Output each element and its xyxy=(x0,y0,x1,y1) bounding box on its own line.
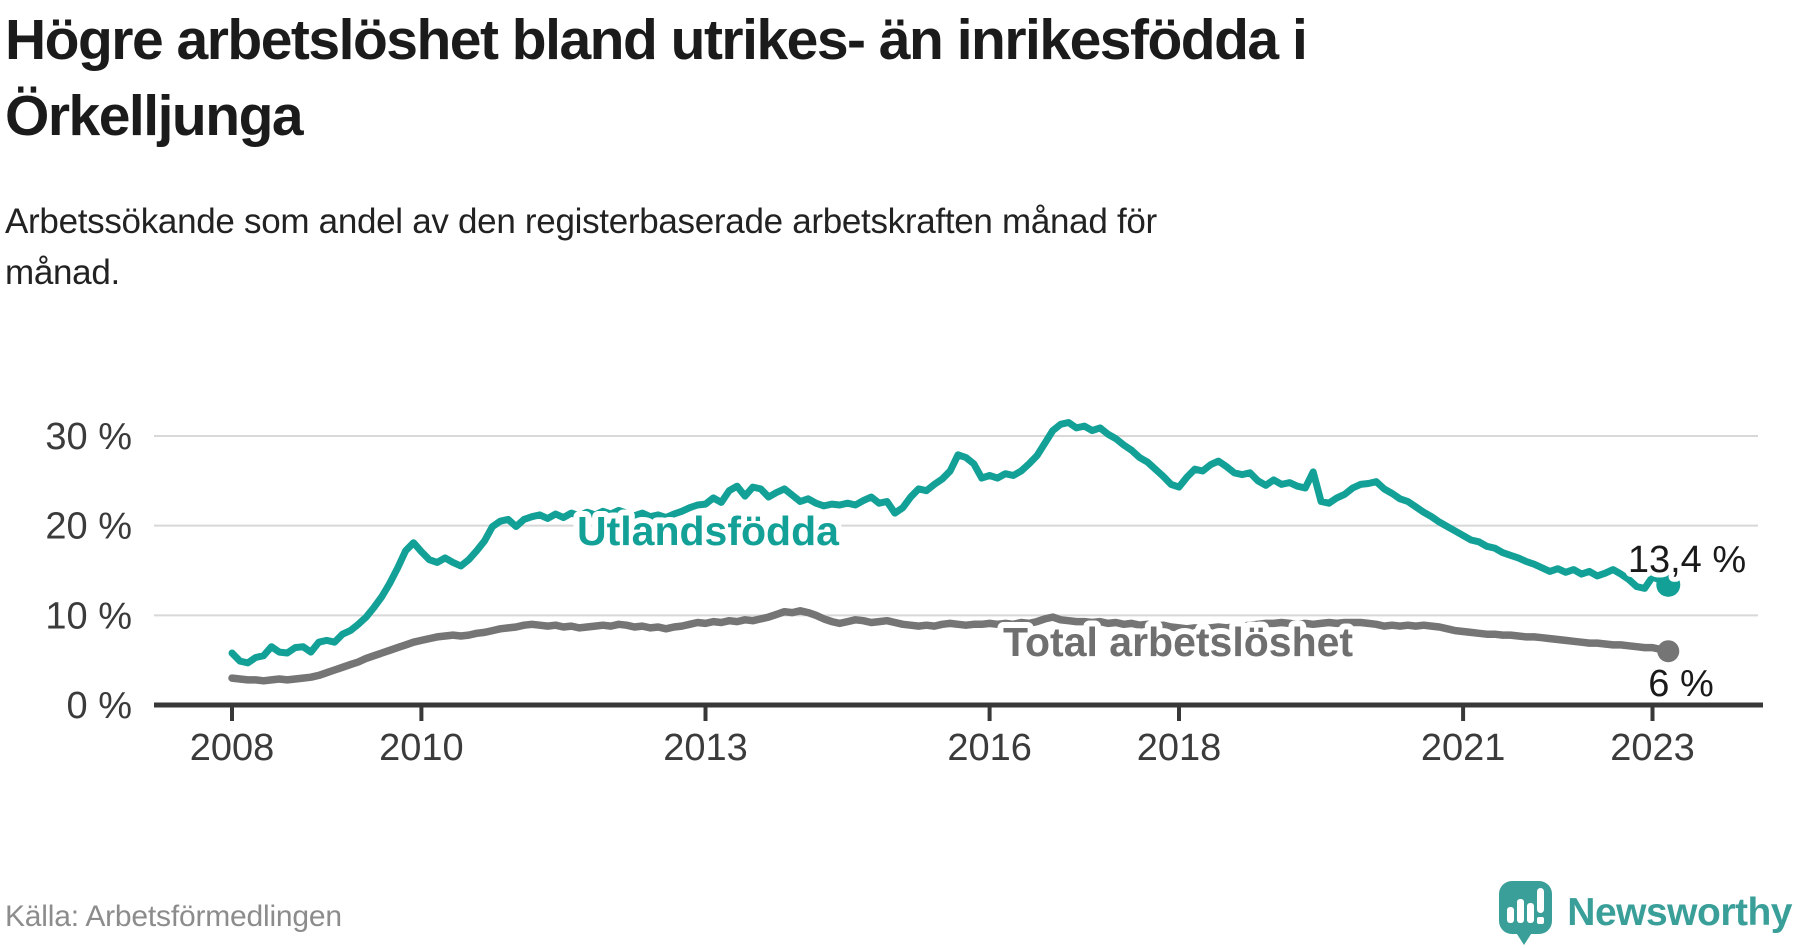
series-line-total-arbetsloshet xyxy=(228,607,1673,685)
chart-subtitle-line1: Arbetssökande som andel av den registerb… xyxy=(5,202,1157,241)
x-tick-label: 2013 xyxy=(663,727,748,769)
chart-subtitle-line2: månad. xyxy=(5,253,120,292)
series-line-utlandsfodda xyxy=(228,419,1656,667)
page-title: Högre arbetslöshet bland utrikes- än inr… xyxy=(5,2,1705,154)
end-point-dot-utlandsfodda xyxy=(1656,572,1681,597)
newsworthy-logo-icon xyxy=(1499,881,1553,945)
newsworthy-logo: Newsworthy xyxy=(1498,878,1792,948)
x-tick-label: 2018 xyxy=(1137,727,1222,769)
series-label-total-arbetsloshet: Total arbetslöshet xyxy=(1003,619,1353,665)
y-tick-label: 20 % xyxy=(45,506,132,548)
exclamation-dot xyxy=(1537,917,1545,924)
y-tick-label: 10 % xyxy=(45,595,132,637)
speech-bubble-tail xyxy=(1515,931,1534,945)
exclamation-stem xyxy=(1537,888,1545,913)
x-tick-label: 2023 xyxy=(1610,727,1695,769)
chart-subtitle: Arbetssökande som andel av den registerb… xyxy=(5,196,1505,298)
x-tick-label: 2016 xyxy=(947,727,1032,769)
page-title-line2: Örkelljunga xyxy=(5,84,304,148)
series-label-utlandsfodda: Utlandsfödda xyxy=(577,508,840,554)
page-title-line1: Högre arbetslöshet bland utrikes- än inr… xyxy=(5,8,1308,72)
newsworthy-logo-text: Newsworthy xyxy=(1567,891,1792,934)
x-tick-label: 2021 xyxy=(1421,727,1506,769)
source-note: Källa: Arbetsförmedlingen xyxy=(5,900,342,933)
y-tick-label: 30 % xyxy=(45,416,132,458)
end-point-dot-total xyxy=(1657,640,1680,663)
end-value-label-utlandsfodda: 13,4 % xyxy=(1628,539,1746,581)
bar-medium xyxy=(1527,903,1535,923)
y-tick-label: 0 % xyxy=(67,685,132,727)
x-tick-label: 2010 xyxy=(379,727,464,769)
x-tick-label: 2008 xyxy=(190,727,275,769)
bar-tall xyxy=(1517,899,1525,923)
bar-small xyxy=(1507,907,1515,923)
end-value-label-total: 6 % xyxy=(1648,663,1713,705)
